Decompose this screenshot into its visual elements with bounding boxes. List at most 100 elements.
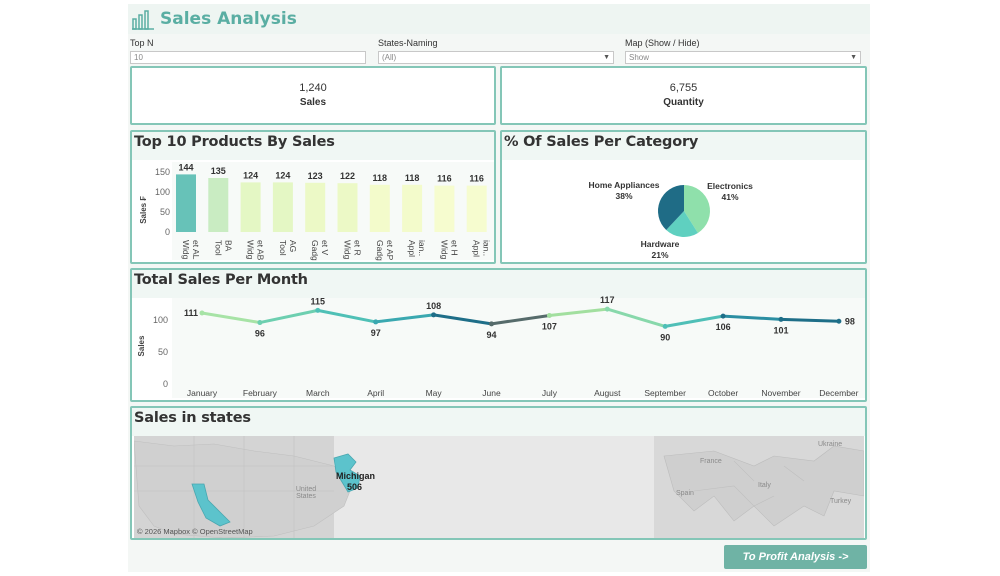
pie-slice [684,185,710,233]
bar [176,174,196,232]
bar-chart-icon [132,10,154,30]
kpi-sales-card: 1,240 Sales [130,66,496,125]
x-tick-label: February [243,388,278,398]
data-label: 101 [773,325,788,335]
x-tick-label: Appl [472,240,482,257]
line-segment [490,314,551,326]
x-tick-label: et AP [385,240,395,261]
bar-value-label: 124 [275,170,290,180]
bar-value-label: 122 [340,171,355,181]
x-tick-label: et AB [256,240,266,261]
dropdown-arrow-icon[interactable]: ▼ [603,54,610,61]
pie-value-label: 21% [651,250,668,260]
bar-value-label: 135 [211,166,226,176]
line-point [431,312,437,318]
kpi-value: 1,240 [299,82,327,94]
x-tick-label: March [306,388,330,398]
kpi-value: 6,755 [669,82,698,94]
map-place-label: Spain [676,490,694,497]
california-region[interactable] [191,483,231,527]
line-segment [547,307,609,318]
line-point [720,313,726,319]
y-tick-label: 0 [163,379,168,389]
filter-value: Show [629,53,650,62]
line-segment [605,307,667,328]
y-axis-label: Sales [137,335,146,356]
header: Sales Analysis [128,4,870,34]
data-label: 115 [311,296,326,306]
x-tick-label: November [761,388,800,398]
map-show-hide-dropdown[interactable]: Show ▼ [625,51,861,64]
line-point [315,307,321,313]
line-segment [721,314,783,321]
x-tick-label: BA [223,240,233,252]
line-point [604,306,610,312]
plot-area [172,298,865,398]
line-segment [316,308,378,324]
data-label: 96 [255,329,265,339]
kpi-quantity-card: 6,755 Quantity [500,66,867,125]
data-label: 107 [542,322,557,332]
card-header [132,270,865,298]
x-tick-label: Widg [246,240,256,260]
y-tick-label: 50 [158,347,168,357]
line-point [199,310,205,316]
filter-label: States-Naming [378,38,438,48]
data-label: 108 [426,301,441,311]
profit-analysis-button[interactable]: To Profit Analysis -> [724,545,867,569]
x-tick-label: Appl [407,240,417,257]
map-place-label: Italy [758,482,771,489]
dropdown-arrow-icon[interactable]: ▼ [850,54,857,61]
page-title: Sales Analysis [160,9,297,29]
x-tick-label: July [542,388,558,398]
line-point [373,319,379,325]
x-tick-label: Gadg [375,240,385,261]
map-graphic [134,436,864,538]
map-attribution: © 2026 Mapbox © OpenStreetMap [137,527,253,536]
card-title: Top 10 Products By Sales [134,134,335,150]
x-tick-label: Gadg [310,240,320,261]
y-tick-label: 0 [165,227,170,237]
monthly-sales-line-chart: 100 50 0 Sales 111 January 96 February 115 March 9… [137,295,865,398]
x-tick-label: September [644,388,686,398]
x-tick-label: Tool [213,240,223,256]
data-label: 111 [184,308,198,318]
map-state-label: Michigan [336,471,376,481]
x-tick-label: et R [353,240,363,256]
card-header [132,408,865,436]
bar [434,185,455,232]
line-segment [432,313,493,326]
bar-value-label: 123 [308,171,323,181]
x-tick-label: et H [449,240,459,256]
x-tick-label: October [708,388,738,398]
sales-map[interactable]: Michigan 506 United States Ukraine Franc… [134,436,864,538]
y-tick-label: 50 [160,207,170,217]
y-tick-label: 150 [155,167,170,177]
map-place-label: Ukraine [818,441,843,448]
line-segment [258,308,320,325]
x-tick-label: et V [320,240,330,255]
kpi-label: Quantity [663,97,704,108]
pie-value-label: 38% [615,191,632,201]
bar [466,185,487,232]
bar-value-label: 116 [469,174,484,184]
card-header [502,132,865,160]
card-title: Total Sales Per Month [134,272,308,288]
map-state-value: 506 [347,482,363,492]
data-label: 90 [660,332,670,342]
line-point [489,321,494,327]
x-tick-label: April [367,388,384,398]
line-point [778,316,784,322]
line-segment [779,317,841,323]
states-naming-dropdown[interactable]: (All) ▼ [378,51,614,64]
pie-value-label: 41% [721,192,738,202]
card-title: % Of Sales Per Category [504,134,699,150]
bar-value-label: 118 [405,173,420,183]
x-tick-label: January [187,388,218,398]
top-n-input[interactable]: 10 [130,51,366,64]
filter-top-n: Top N 10 [130,37,366,64]
bar [305,182,326,232]
bar [337,183,358,232]
